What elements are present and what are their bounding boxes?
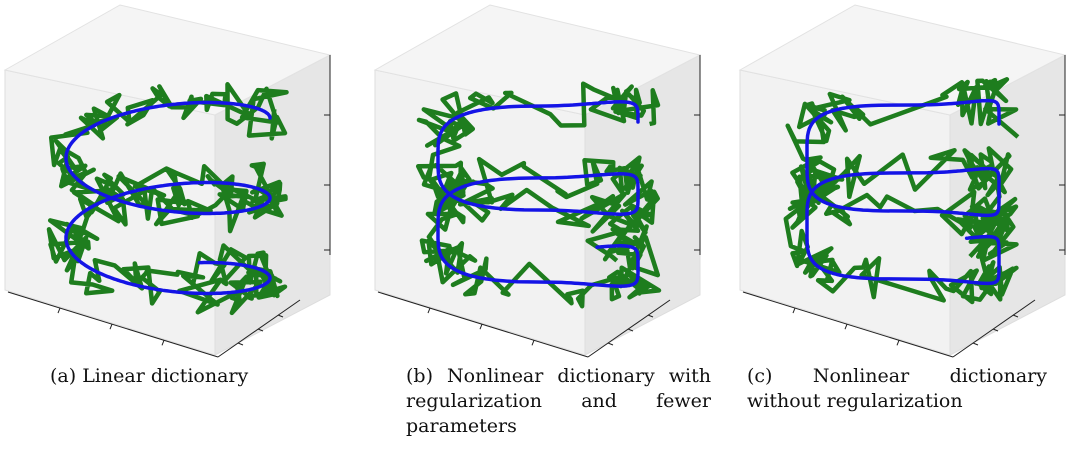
x-tick-1 [109, 324, 113, 330]
x-axis-line [377, 291, 589, 358]
x-tick-2 [161, 340, 165, 346]
x-tick-1 [479, 324, 483, 330]
subplot-c [735, 0, 1073, 365]
x-tick-2 [896, 340, 900, 346]
y-axis-line [952, 299, 1036, 358]
subplot-b [370, 0, 710, 365]
x-axis-line [742, 291, 954, 358]
noisy-trajectory-line [415, 81, 662, 309]
x-tick-2 [531, 340, 535, 346]
noisy-trajectory-path [415, 81, 662, 309]
x-tick-0 [57, 307, 61, 314]
y-axis-line [217, 299, 301, 358]
noisy-trajectory-path [783, 77, 1020, 305]
x-tick-0 [427, 307, 431, 314]
fitted-helix-path [805, 98, 1001, 286]
fitted-helix-line [64, 100, 272, 296]
caption-c: (c) Nonlinear dictionary without regular… [747, 365, 1047, 412]
left-pane [374, 69, 586, 356]
y-tick-2 [277, 314, 284, 318]
y-tick-1 [992, 328, 999, 332]
y-tick-2 [1012, 314, 1019, 318]
x-tick-1 [844, 324, 848, 330]
y-tick-1 [627, 328, 634, 332]
y-tick-0 [972, 342, 979, 346]
y-axis-line [587, 299, 671, 358]
caption-a: (a) Linear dictionary [50, 365, 249, 387]
x-axis-line [7, 291, 219, 358]
noisy-trajectory-line [46, 82, 289, 316]
subplot-a [0, 0, 340, 365]
fitted-helix-path [436, 100, 640, 288]
y-tick-0 [237, 342, 244, 346]
plot-3d-c [738, 4, 1067, 358]
fitted-helix-line [436, 100, 640, 288]
plot-3d-a [3, 4, 332, 358]
fitted-helix-line [805, 98, 1001, 286]
noisy-trajectory-line [783, 77, 1020, 305]
y-tick-2 [647, 314, 654, 318]
noisy-trajectory-path [46, 82, 289, 316]
y-tick-1 [257, 328, 264, 332]
fitted-helix-path [64, 100, 272, 296]
plot-3d-b [373, 4, 702, 358]
x-tick-0 [792, 307, 796, 314]
caption-b: (b) Nonlinear dictionary with regulariza… [406, 365, 711, 437]
y-tick-0 [607, 342, 614, 346]
